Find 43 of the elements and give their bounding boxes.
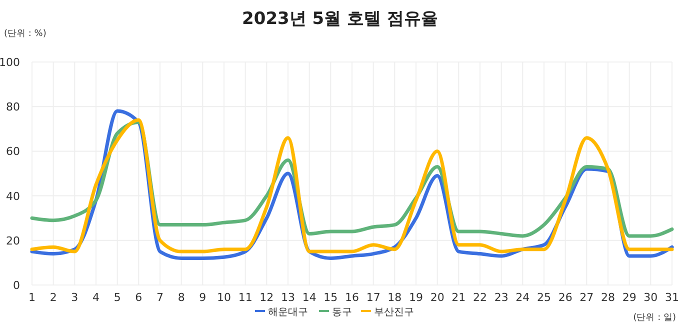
x-tick-label: 19 (409, 291, 423, 304)
y-axis-title: (단위 : %) (4, 29, 46, 39)
legend-label: 해운대구 (268, 307, 308, 318)
x-tick-label: 3 (71, 291, 78, 304)
x-axis-title: (단위 : 일) (633, 313, 676, 323)
x-tick-label: 1 (28, 291, 36, 304)
legend-label: 부산진구 (374, 307, 414, 318)
y-tick-label: 20 (6, 234, 20, 248)
x-tick-label: 18 (388, 291, 402, 304)
x-tick-label: 20 (430, 291, 444, 304)
x-tick-label: 29 (622, 291, 636, 304)
x-tick-label: 5 (114, 291, 121, 304)
x-tick-label: 26 (558, 291, 572, 304)
legend-label: 동구 (332, 307, 352, 318)
x-tick-label: 17 (366, 291, 380, 304)
x-tick-label: 10 (217, 291, 231, 304)
x-tick-label: 12 (260, 291, 274, 304)
x-tick-label: 30 (644, 291, 658, 304)
x-tick-label: 28 (601, 291, 615, 304)
y-tick-label: 40 (6, 190, 20, 203)
x-tick-label: 31 (665, 291, 679, 304)
x-tick-label: 14 (302, 291, 316, 304)
x-tick-label: 21 (452, 291, 466, 304)
x-tick-label: 23 (494, 291, 508, 304)
x-tick-label: 27 (580, 291, 594, 304)
x-tick-label: 2 (50, 291, 57, 304)
x-tick-label: 7 (156, 291, 164, 304)
y-tick-label: 0 (13, 279, 20, 292)
x-tick-label: 8 (178, 291, 185, 304)
x-tick-label: 9 (199, 291, 206, 304)
x-tick-label: 25 (537, 291, 551, 304)
x-tick-label: 24 (516, 291, 530, 304)
x-tick-label: 6 (135, 291, 142, 304)
y-tick-label: 60 (6, 145, 20, 158)
x-tick-label: 4 (92, 291, 100, 304)
x-tick-label: 22 (473, 291, 487, 304)
y-tick-label: 80 (6, 100, 20, 114)
y-tick-label: 100 (0, 56, 20, 69)
x-tick-label: 11 (238, 291, 252, 304)
x-tick-label: 13 (281, 291, 295, 304)
x-tick-label: 16 (345, 291, 359, 304)
x-tick-label: 15 (324, 291, 338, 304)
chart-title: 2023년 5월 호텔 점유율 (242, 9, 438, 29)
